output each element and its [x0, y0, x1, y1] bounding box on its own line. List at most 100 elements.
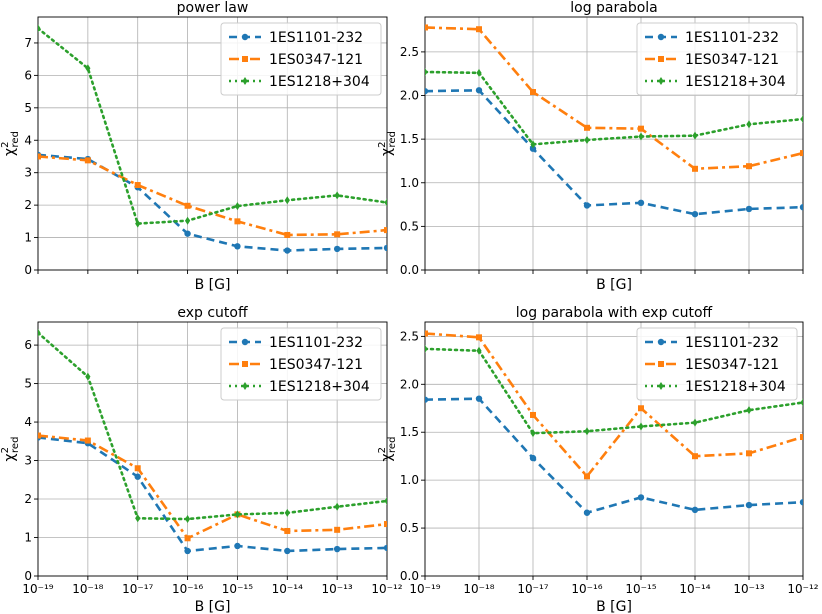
data-point	[334, 231, 341, 238]
x-tick-label: 10⁻¹⁴	[272, 582, 303, 596]
data-point	[425, 24, 428, 31]
data-point	[84, 437, 91, 444]
y-tick-label: 0.0	[400, 569, 419, 583]
data-point	[334, 526, 341, 533]
data-point	[38, 328, 41, 337]
series-line	[425, 26, 803, 171]
y-tick-label: 1.5	[400, 132, 419, 146]
data-point	[638, 125, 644, 132]
legend-label: 1ES1218+304	[269, 74, 370, 90]
data-point	[384, 496, 387, 505]
legend-label: 1ES0347-121	[269, 52, 363, 68]
y-tick-label: 0	[24, 569, 32, 583]
data-point	[234, 218, 241, 225]
legend-item: 1ES0347-121	[645, 52, 779, 68]
legend-item: 1ES1218+304	[229, 379, 370, 395]
x-tick-label: 10⁻¹⁴	[679, 582, 710, 596]
x-axis-label: B [G]	[596, 599, 632, 614]
y-tick-label: 3	[24, 454, 32, 468]
data-point	[134, 465, 141, 472]
y-axis-label: χ2red	[377, 437, 398, 462]
data-point	[425, 67, 428, 76]
y-tick-label: 2	[24, 198, 32, 212]
series-line	[425, 332, 803, 479]
data-point	[284, 247, 291, 254]
data-point	[692, 131, 698, 140]
data-point	[184, 535, 191, 542]
series-1	[425, 395, 803, 516]
data-point	[134, 182, 141, 189]
legend-label: 1ES0347-121	[685, 52, 779, 68]
y-tick-label: 5	[24, 101, 32, 115]
series-1	[38, 434, 387, 555]
legend-item: 1ES1218+304	[645, 379, 786, 395]
x-tick-label: 10⁻¹⁸	[72, 582, 103, 596]
chart-panel: 0.0 0.5 1.0 1.5 2.0 2.5 10⁻¹⁹ 10⁻¹⁸ 10⁻¹⁷ 10⁻¹⁶ 10…	[377, 305, 819, 614]
data-point	[746, 450, 752, 457]
legend-marker	[242, 56, 248, 62]
data-point	[135, 219, 141, 228]
legend-label: 1ES1101-232	[685, 335, 779, 351]
x-tick-label: 10⁻¹²	[787, 582, 818, 596]
data-point	[184, 202, 191, 209]
legend-item: 1ES0347-121	[645, 357, 779, 373]
legend-item: 1ES1101-232	[229, 30, 363, 46]
legend-item: 1ES1101-232	[229, 335, 363, 351]
legend-label: 1ES0347-121	[685, 357, 779, 373]
legend-label: 1ES1218+304	[269, 379, 370, 395]
data-point	[745, 205, 753, 213]
data-point	[746, 163, 752, 170]
data-point	[476, 346, 482, 355]
y-tick-label: 4	[24, 415, 32, 429]
series-2	[425, 330, 803, 480]
y-tick-label: 0.5	[400, 219, 419, 233]
data-point	[234, 542, 241, 550]
y-tick-label: 1.0	[400, 176, 419, 190]
chart-title: log parabola with exp cutoff	[516, 305, 713, 321]
data-point	[800, 398, 803, 407]
series-2	[38, 153, 387, 238]
data-point	[476, 334, 482, 341]
legend-marker	[658, 382, 664, 390]
y-tick-label: 2.0	[400, 377, 419, 391]
legend: 1ES1101-232 1ES0347-121 1ES1218+304	[636, 327, 798, 401]
data-point	[234, 202, 241, 211]
data-point	[745, 501, 753, 509]
data-point	[799, 498, 803, 506]
legend-item: 1ES1101-232	[645, 30, 779, 46]
series-1	[425, 87, 803, 218]
legend-label: 1ES1101-232	[685, 30, 779, 46]
data-point	[638, 422, 644, 431]
legend-label: 1ES1218+304	[685, 379, 786, 395]
chart-title: log parabola	[570, 0, 658, 16]
legend-box	[220, 327, 382, 401]
data-point	[637, 494, 645, 501]
series-line	[38, 27, 387, 225]
y-tick-label: 7	[24, 36, 32, 50]
data-point	[529, 454, 537, 462]
data-point	[284, 547, 291, 555]
data-point	[38, 153, 41, 160]
legend-marker	[657, 338, 665, 346]
data-point	[692, 165, 698, 172]
data-point	[637, 199, 645, 207]
data-point	[584, 124, 590, 131]
series-3	[38, 328, 387, 524]
y-tick-label: 5	[24, 377, 32, 391]
data-point	[584, 427, 590, 436]
x-tick-label: 10⁻¹⁷	[517, 582, 548, 596]
y-tick-label: 1	[24, 531, 32, 545]
data-point	[383, 244, 387, 252]
legend-item: 1ES1218+304	[645, 74, 786, 90]
legend-box	[636, 22, 798, 96]
series-line	[38, 436, 387, 553]
data-point	[384, 198, 387, 207]
data-point	[799, 203, 803, 211]
legend-marker	[658, 77, 664, 85]
data-point	[475, 395, 483, 402]
data-point	[529, 145, 537, 152]
series-2	[425, 24, 803, 172]
data-point	[184, 230, 191, 237]
data-point	[85, 64, 91, 73]
y-axis-label: χ2red	[0, 131, 21, 156]
